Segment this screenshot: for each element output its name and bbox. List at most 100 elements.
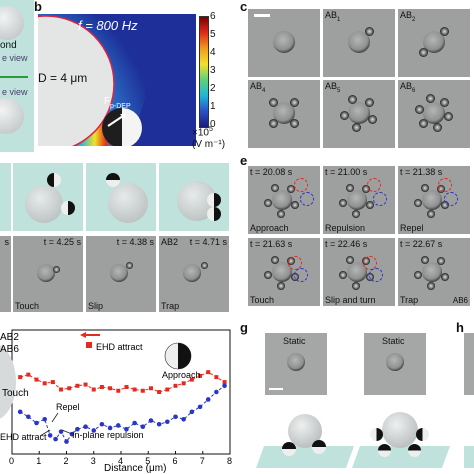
janus-particle [440,273,449,282]
cell [348,31,370,53]
data-point [189,409,195,415]
cell [422,262,442,282]
panel-b-colorbar-ticks: 6 5 4 3 2 1 0 [210,11,222,131]
data-point [165,387,170,392]
cell [110,264,128,282]
panel-c-letter: c [240,0,248,14]
cell [348,102,370,124]
tracked-particle-blue [300,192,314,206]
panel-c-micrograph: AB4 [248,80,320,148]
panel-e-time: t = 21.00 s [325,167,368,177]
data-point [124,426,129,432]
janus-particle [440,201,449,210]
panel-b-colorbar [199,16,209,128]
janus-particle [339,110,349,120]
panel-a-label-3: e view [2,87,28,97]
chart-xlabel: Distance (μm) [104,463,166,474]
data-point [124,385,129,390]
panel-h-base-fragment [464,446,474,468]
panel-c-micrograph: AB2 [398,9,470,77]
data-point [214,389,219,395]
panel-g-cartoon-2 [351,400,451,474]
janus-particle [270,184,279,192]
panel-g-static-1: Static [265,333,327,395]
janus-particle [345,256,354,264]
janus-particle [339,199,348,208]
panel-e-state: Slip and turn [325,295,376,305]
label-inplane: In-plane repulsion [72,430,144,440]
chart-series [17,370,227,444]
panel-h-fragment [464,333,474,395]
panel-b-diameter: D = 4 μm [38,71,87,85]
janus-particle [270,256,279,264]
janus-particle [443,112,453,122]
janus-particle [418,48,428,58]
cell [273,102,295,124]
panel-e-micrograph: t = 21.38 s Repel [398,166,470,234]
panel-g-cartoon-1 [255,400,355,474]
data-point [140,388,145,393]
janus-particle [414,271,423,280]
panel-c-label: AB6 [400,81,416,94]
panel-c-label: AB1 [325,10,341,23]
data-point [42,416,47,422]
colorbar-unit-exp: 5 [208,126,213,133]
cell [347,190,367,210]
data-point [99,421,105,427]
panel-c-label: AB5 [325,81,341,94]
panel-e-micrograph: t = 22.46 s Slip and turn [323,238,395,306]
panel-d-cartoon-2 [13,163,83,231]
janus-particle [126,262,133,269]
janus-particle [365,97,375,107]
data-point [173,383,178,388]
janus-particle [53,266,60,273]
scale-bar [254,14,270,17]
data-point [148,386,153,391]
data-point [173,414,178,420]
data-point [108,386,113,391]
label-repel: Repel [56,402,80,412]
cell [423,102,445,124]
panel-a-arrow [0,76,28,78]
colorbar-tick-0: 0 [210,119,216,130]
panel-e-time: t = 21.63 s [250,239,293,249]
janus-particle [264,199,273,208]
cell [272,262,292,282]
data-point [99,385,104,390]
data-point [107,425,113,431]
chart-axes: 0 1 2 3 4 5 6 7 8 [9,329,232,466]
data-point [59,387,64,392]
data-point [165,419,170,425]
panel-b-force-sub: p-DEP [110,103,131,110]
janus-particle [420,184,429,192]
data-point [91,387,96,392]
panel-d-time: t = 4.71 s [189,237,227,247]
data-point [58,429,64,434]
panel-e-letter: e [240,153,248,168]
data-point [34,377,39,382]
janus-particle [264,271,273,280]
data-point [156,421,162,427]
label-ehd-attract: EHD attract [96,342,143,352]
janus-particle [415,104,424,114]
x-tick-label: 0 [9,456,14,466]
data-point [148,418,154,423]
panel-b-colorbar-unit: ×105 (V m⁻¹) [192,124,225,151]
panel-h-letter: h [456,320,464,335]
data-point [91,428,97,433]
x-tick-label: 6 [173,456,178,466]
panel-e-state: Approach [250,223,289,233]
janus-particle [352,123,362,133]
janus-particle [440,26,450,36]
janus-particle [287,185,296,194]
data-point [189,377,194,382]
janus-particle [367,115,377,125]
janus-particle [440,97,450,107]
x-tick-label: 7 [200,456,205,466]
janus-particle [347,95,357,105]
x-tick-label: 4 [118,456,123,466]
panel-d-state: Slip [88,301,104,311]
data-point [53,436,58,442]
tracked-particle-red [367,178,381,192]
janus-particle [290,201,299,210]
